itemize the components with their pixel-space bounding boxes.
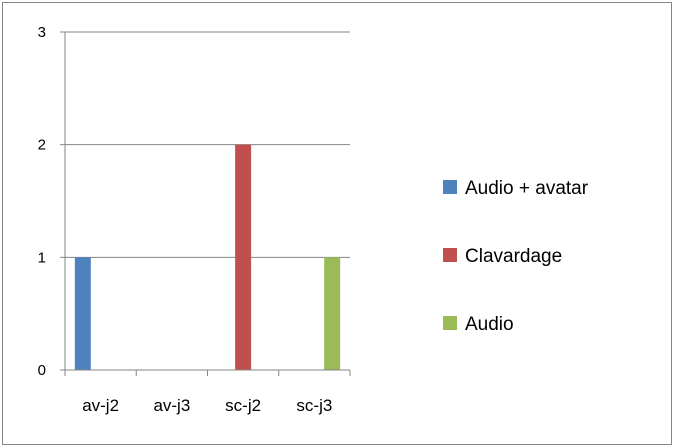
y-tick-label: 3 (38, 24, 46, 41)
y-tick-label: 2 (38, 137, 46, 154)
bars (74, 144, 341, 370)
y-tick-label: 1 (38, 249, 46, 266)
bar-sc-j2-clavardage (235, 144, 252, 370)
x-axis-labels: av-j2 av-j3 sc-j2 sc-j3 (82, 396, 332, 415)
legend-swatch (443, 316, 457, 330)
bar-av-j2-audio-avatar (74, 257, 91, 370)
x-tick-label: sc-j3 (296, 396, 332, 415)
legend-swatch (443, 248, 457, 262)
x-tick-label: av-j2 (82, 396, 119, 415)
legend-label: Audio + avatar (465, 178, 589, 199)
y-tick-label: 0 (38, 362, 46, 379)
x-tick-label: av-j3 (153, 396, 190, 415)
legend: Audio + avatar Clavardage Audio (443, 178, 589, 335)
legend-label: Audio (465, 314, 514, 335)
legend-label: Clavardage (465, 246, 562, 267)
legend-swatch (443, 180, 457, 194)
y-axis-ticks: 0 1 2 3 (38, 24, 65, 379)
gridlines (65, 31, 350, 258)
axes (64, 32, 351, 376)
bar-sc-j3-audio (324, 257, 341, 370)
x-tick-label: sc-j2 (225, 396, 261, 415)
